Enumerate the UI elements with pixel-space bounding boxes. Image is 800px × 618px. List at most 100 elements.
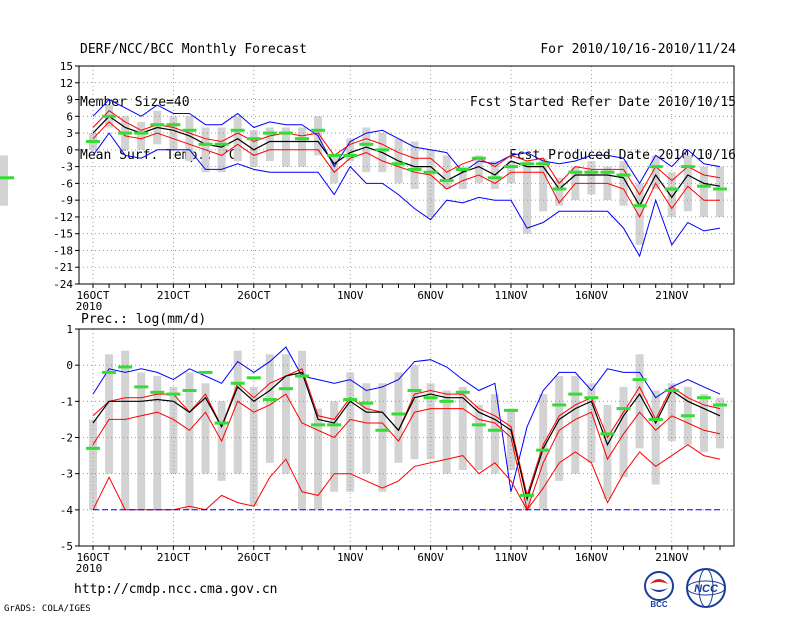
prec-spread-bar xyxy=(137,372,146,510)
temp-spread-bar xyxy=(410,141,419,189)
prec-spread-bar xyxy=(442,390,451,474)
prec-series-max xyxy=(92,346,721,492)
prec-xtick-label: 11NOV xyxy=(494,551,527,564)
temp-obs-marker xyxy=(102,114,117,118)
prec-spread-bar xyxy=(314,408,323,510)
prec-obs-marker xyxy=(584,396,599,400)
prec-spread-bar xyxy=(281,354,290,474)
prec-obs-marker xyxy=(504,408,518,412)
prec-obs-marker xyxy=(713,403,727,407)
prec-obs-marker xyxy=(327,423,342,427)
prec-series-p25 xyxy=(92,393,721,512)
prec-obs-marker xyxy=(680,414,695,418)
prec-spread-bar xyxy=(169,386,178,474)
prec-obs-marker xyxy=(214,421,229,425)
temp-series-min xyxy=(92,132,721,258)
prec-spread-bar xyxy=(298,350,306,510)
prec-obs-marker xyxy=(632,378,647,382)
prec-spread-bar xyxy=(474,404,483,471)
prec-spread-bar xyxy=(667,383,676,442)
temp-obs-marker xyxy=(648,165,663,169)
prec-ytick-label: -5 xyxy=(60,540,73,553)
prec-spread-bar xyxy=(105,354,114,474)
prec-obs-marker xyxy=(166,392,181,396)
temp-frame xyxy=(78,65,735,285)
temp-spread-bar xyxy=(137,121,146,150)
temp-spread-bar xyxy=(716,166,724,217)
prec-obs-marker xyxy=(552,403,567,407)
temp-obs-marker xyxy=(552,187,567,191)
temp-xtick-label: 6NOV xyxy=(417,289,444,302)
prec-spread-bar xyxy=(185,372,194,510)
header-produced-date: Fcst Produced Date 2010/10/16 xyxy=(509,148,736,163)
temp-obs-marker xyxy=(295,137,309,141)
prec-panel-title: Prec.: log(mm/d) xyxy=(81,312,206,327)
temp-obs-marker xyxy=(487,176,502,180)
prec-obs-marker xyxy=(134,385,149,389)
prec-obs-marker xyxy=(343,398,358,402)
prec-obs-marker xyxy=(600,432,615,436)
temp-ytick-label: -12 xyxy=(53,211,73,224)
header-period: For 2010/10/16-2010/11/24 xyxy=(540,42,736,57)
temp-obs-marker xyxy=(471,156,486,160)
temp-obs-marker xyxy=(504,165,518,169)
temp-xtick-label: 21NOV xyxy=(655,289,688,302)
prec-spread-bar xyxy=(716,397,724,449)
temp-spread-bar xyxy=(555,177,564,206)
temp-series-max xyxy=(92,98,721,185)
ncc-logo: NCC xyxy=(686,568,726,608)
bcc-logo-text: BCC xyxy=(650,600,668,609)
prec-series-mean xyxy=(92,371,721,502)
temp-ytick-label: 0 xyxy=(66,144,73,157)
temp-spread-bar xyxy=(185,116,194,162)
bcc-logo: BCC xyxy=(644,571,674,609)
temp-obs-marker xyxy=(664,187,679,191)
prec-obs-marker xyxy=(568,392,583,396)
prec-xtick-label: 16OCT xyxy=(76,551,109,564)
prec-obs-marker xyxy=(391,412,406,416)
prec-ytick-label: -4 xyxy=(60,504,74,517)
prec-spread-bar xyxy=(201,383,210,474)
prec-obs-marker xyxy=(536,448,551,452)
temp-xtick-label: 16OCT xyxy=(76,289,109,302)
prec-obs-marker xyxy=(295,374,309,378)
temp-obs-marker xyxy=(166,123,181,127)
temp-obs-marker xyxy=(327,153,342,157)
temp-obs-marker xyxy=(616,173,631,177)
temp-spread-bar xyxy=(699,166,708,217)
footer-url[interactable]: http://cmdp.ncc.cma.gov.cn xyxy=(74,582,278,597)
temp-spread-bar xyxy=(346,138,355,162)
temp-spread-bar xyxy=(474,155,483,184)
prec-spread-bar xyxy=(458,386,467,471)
temp-ytick-label: -21 xyxy=(53,261,73,274)
ncc-logo-text: NCC xyxy=(694,583,719,595)
temp-xtick-label: 21OCT xyxy=(157,289,190,302)
prec-spread-bar xyxy=(587,383,596,463)
prec-series-p10 xyxy=(92,444,721,511)
prec-obs-marker xyxy=(455,390,470,394)
prec-spread-bar xyxy=(619,386,628,478)
temp-spread-bar xyxy=(265,127,274,162)
prec-obs-marker xyxy=(664,388,679,392)
prec-ytick-label: 0 xyxy=(66,359,73,372)
prec-obs-marker xyxy=(182,388,197,392)
temp-spread-bar xyxy=(217,127,226,173)
temp-obs-marker xyxy=(0,176,14,180)
temp-xtick-label: 1NOV xyxy=(337,289,364,302)
prec-obs-marker xyxy=(86,446,100,450)
prec-spread-bar xyxy=(121,350,130,510)
temp-spread-bar xyxy=(169,116,178,150)
temp-series-p25 xyxy=(92,121,720,218)
prec-obs-marker xyxy=(696,396,711,400)
temp-obs-marker xyxy=(230,128,245,132)
temp-spread-bar xyxy=(249,130,258,167)
prec-obs-marker xyxy=(102,370,117,374)
temp-obs-marker xyxy=(150,123,165,127)
temp-spread-bar xyxy=(281,127,290,167)
temp-ytick-label: 12 xyxy=(60,77,73,90)
prec-obs-marker xyxy=(246,376,261,380)
temp-obs-marker xyxy=(423,170,438,174)
prec-spread-bar xyxy=(233,350,242,474)
prec-ytick-label: -2 xyxy=(60,432,73,445)
